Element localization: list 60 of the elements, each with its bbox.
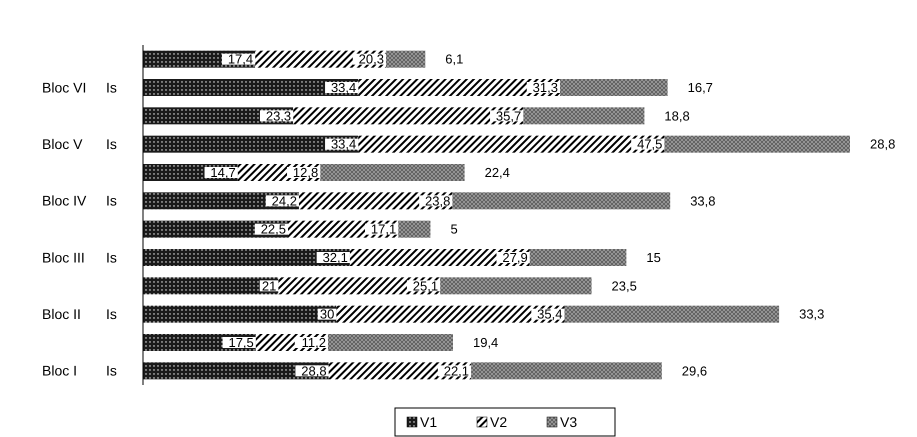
bar [143, 249, 350, 266]
data-label: 17,1 [370, 222, 396, 237]
data-label: 28,8 [301, 363, 327, 378]
bar [143, 192, 299, 210]
data-label: 22,4 [484, 165, 510, 180]
data-label: 21 [262, 278, 276, 294]
bar [143, 136, 358, 153]
data-label: 22,5 [260, 222, 286, 237]
bar [143, 362, 329, 380]
data-label: 33,4 [330, 136, 356, 152]
legend-label: V2 [490, 414, 508, 430]
data-label: 25,1 [412, 278, 438, 294]
data-label: 32,1 [322, 250, 348, 266]
data-label: 19,4 [472, 335, 498, 350]
data-label: 23,5 [612, 278, 637, 294]
text: Bloc VI [42, 79, 86, 96]
data-label: 18,8 [664, 108, 690, 124]
data-label: 27,9 [502, 250, 528, 266]
y-tick-label: Is [106, 192, 117, 209]
text: Bloc II [42, 306, 81, 322]
legend-label: V1 [420, 414, 438, 430]
data-label: 35,4 [537, 306, 562, 322]
data-label: 16,7 [688, 80, 713, 96]
data-label: 30 [320, 306, 334, 322]
data-label: 11,2 [302, 335, 326, 350]
data-label: 29,6 [682, 363, 708, 378]
data-label: 15 [646, 250, 661, 266]
data-label: 31,3 [532, 80, 558, 96]
data-label: 23,3 [266, 108, 292, 124]
bar [143, 79, 358, 96]
data-label: 17,4 [228, 52, 254, 67]
text: Bloc V [42, 136, 84, 152]
data-label: 33,4 [330, 80, 356, 96]
legend-label: V3 [560, 414, 578, 430]
y-tick-label: Is [106, 362, 117, 379]
bar [143, 277, 278, 294]
data-label: 22,1 [444, 363, 470, 378]
data-label: 5 [450, 222, 458, 237]
text: Bloc III [42, 249, 85, 266]
bar [143, 306, 336, 323]
y-tick-label: Is [106, 79, 117, 96]
data-label: 20,3 [358, 52, 384, 67]
text: Bloc I [42, 362, 78, 379]
data-label: 33,8 [690, 193, 716, 208]
data-label: 33,3 [799, 306, 824, 322]
data-label: 47,5 [637, 136, 662, 152]
bar [278, 277, 440, 294]
data-label: 12,8 [292, 165, 318, 180]
text: Bloc IV [42, 192, 88, 209]
data-label: 35,7 [496, 108, 522, 124]
data-label: 23,8 [425, 193, 450, 208]
data-label: 28,8 [870, 136, 896, 152]
data-label: 6,1 [445, 52, 464, 67]
data-label: 24,2 [272, 193, 297, 208]
data-label: 14,7 [210, 165, 236, 180]
y-tick-label: Is [106, 249, 117, 266]
bar [336, 306, 564, 323]
y-tick-label: Is [106, 136, 117, 152]
y-tick-label: Is [106, 306, 117, 322]
data-label: 17,5 [228, 335, 254, 350]
